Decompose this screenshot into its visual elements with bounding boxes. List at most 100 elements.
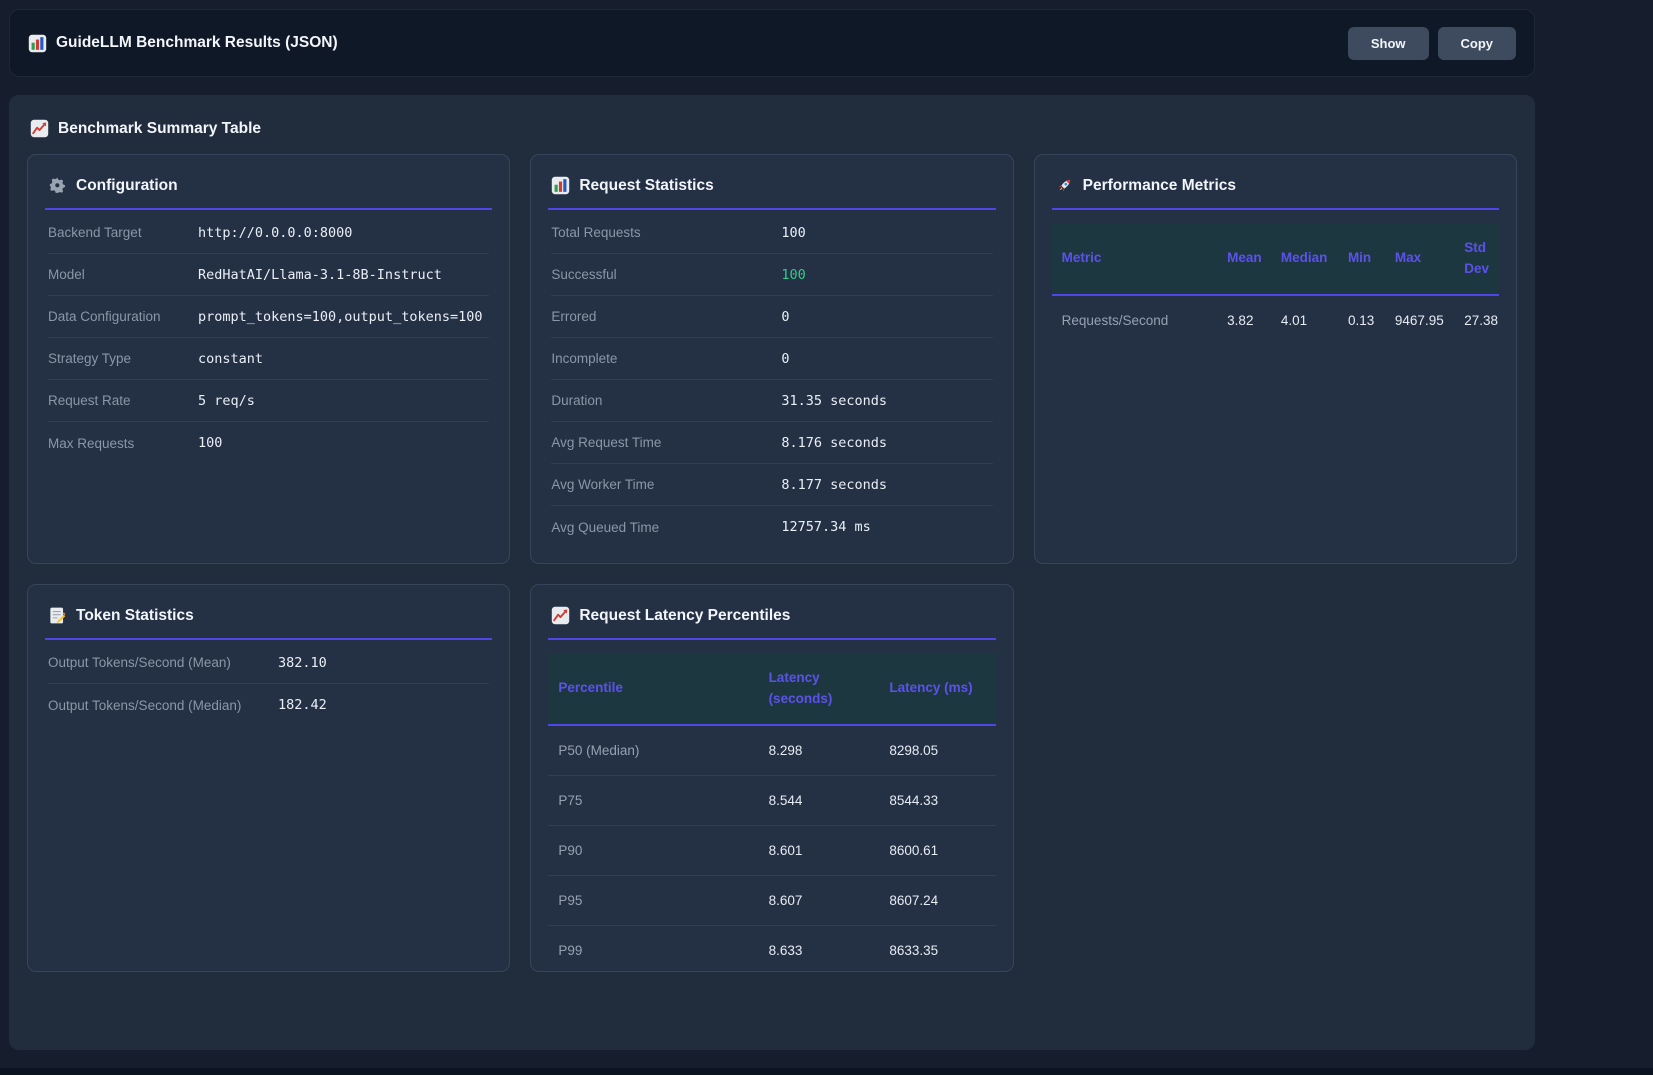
kv-label: Successful	[551, 267, 617, 282]
kv-row-avg-request-time: Avg Request Time 8.176 seconds	[551, 422, 993, 464]
cell-latency-seconds: 8.607	[758, 875, 880, 926]
kv-label: Request Rate	[48, 393, 131, 408]
kv-label: Output Tokens/Second (Mean)	[48, 655, 231, 670]
kv-label: Duration	[551, 393, 603, 408]
cell-percentile: P75	[548, 775, 759, 826]
bottom-edge-strip	[0, 1068, 1653, 1075]
kv-value: 31.35 seconds	[781, 392, 887, 409]
request-statistics-title-label: Request Statistics	[579, 176, 714, 194]
page-title: GuideLLM Benchmark Results (JSON)	[56, 34, 338, 51]
chart-increasing-icon	[551, 606, 571, 625]
kv-label: Output Tokens/Second (Median)	[48, 697, 242, 713]
latency-percentiles-card: Request Latency Percentiles Percentile L…	[530, 584, 1014, 972]
kv-row-total-requests: Total Requests 100	[551, 212, 993, 254]
cell-latency-seconds: 8.298	[758, 724, 880, 776]
col-header-metric: Metric	[1061, 250, 1102, 266]
col-header-std-dev: Std Dev	[1464, 240, 1489, 276]
performance-metrics-table: Metric Mean Median Min Max Std Dev Reque…	[1051, 224, 1499, 345]
token-statistics-card: Token Statistics Output Tokens/Second (M…	[27, 584, 511, 972]
latency-percentiles-card-title: Request Latency Percentiles	[531, 585, 1012, 625]
kv-row-request-rate: Request Rate 5 req/s	[48, 380, 490, 422]
memo-icon	[49, 607, 66, 624]
token-statistics-rows: Output Tokens/Second (Mean) 382.10 Outpu…	[28, 640, 509, 726]
kv-label: Errored	[551, 309, 597, 324]
kv-value: RedHatAI/Llama-3.1-8B-Instruct	[198, 266, 442, 283]
request-statistics-card-title: Request Statistics	[531, 155, 1012, 195]
copy-button[interactable]: Copy	[1437, 26, 1516, 60]
rocket-icon	[1056, 177, 1073, 194]
kv-value: 8.176 seconds	[781, 434, 887, 451]
header-bar: GuideLLM Benchmark Results (JSON) Show C…	[9, 9, 1535, 77]
kv-value: constant	[198, 350, 264, 367]
table-row: P75 8.544 8544.33	[548, 775, 996, 826]
col-header-mean: Mean	[1227, 250, 1262, 266]
col-header-latency-ms: Latency (ms)	[889, 680, 973, 696]
accent-divider	[548, 208, 996, 210]
cards-grid: Configuration Backend Target http://0.0.…	[9, 154, 1535, 972]
cell-latency-ms: 8607.24	[879, 875, 996, 926]
accent-divider	[45, 638, 493, 640]
accent-divider	[548, 638, 996, 640]
kv-value: 8.177 seconds	[781, 476, 887, 493]
app-title-group: GuideLLM Benchmark Results (JSON)	[28, 34, 338, 53]
cell-mean: 3.82	[1227, 312, 1254, 328]
kv-label: Model	[48, 267, 85, 282]
kv-value: 382.10	[278, 654, 327, 671]
cell-median: 4.01	[1280, 312, 1308, 328]
kv-value: http://0.0.0.0:8000	[198, 224, 353, 241]
kv-value: 0	[781, 308, 790, 325]
header-actions: Show Copy	[1347, 26, 1516, 60]
col-header-latency-seconds: Latency (seconds)	[768, 670, 833, 706]
kv-label: Incomplete	[551, 351, 618, 366]
kv-row-strategy-type: Strategy Type constant	[48, 338, 490, 380]
col-header-min: Min	[1347, 250, 1372, 266]
kv-row-max-requests: Max Requests 100	[48, 422, 489, 464]
show-button[interactable]: Show	[1347, 26, 1429, 60]
performance-metrics-title-label: Performance Metrics	[1082, 176, 1236, 194]
cell-latency-ms: 8600.61	[879, 825, 996, 876]
table-header-row: Percentile Latency (seconds) Latency (ms…	[548, 654, 996, 725]
configuration-rows: Backend Target http://0.0.0.0:8000 Model…	[28, 210, 509, 464]
kv-value: 100	[198, 435, 223, 451]
chart-increasing-icon	[30, 119, 49, 138]
kv-value: 100	[781, 224, 806, 241]
section-title-label: Benchmark Summary Table	[58, 119, 262, 137]
kv-row-successful: Successful 100	[551, 254, 993, 296]
table-header-row: Metric Mean Median Min Max Std Dev	[1051, 224, 1499, 295]
request-statistics-rows: Total Requests 100 Successful 100 Errore…	[531, 210, 1012, 548]
latency-percentiles-table: Percentile Latency (seconds) Latency (ms…	[548, 654, 996, 971]
request-statistics-card: Request Statistics Total Requests 100 Su…	[530, 154, 1014, 564]
kv-value-success: 100	[781, 266, 806, 283]
kv-row-incomplete: Incomplete 0	[551, 338, 993, 380]
kv-label: Backend Target	[48, 225, 142, 240]
kv-value: 5 req/s	[198, 392, 255, 409]
kv-label: Avg Request Time	[551, 435, 662, 450]
cell-percentile: P99	[548, 925, 759, 971]
latency-percentiles-title-label: Request Latency Percentiles	[579, 606, 791, 624]
kv-label: Total Requests	[551, 225, 641, 240]
kv-value: 12757.34 ms	[781, 519, 871, 535]
gear-icon	[49, 177, 65, 193]
kv-value: 182.42	[278, 697, 327, 713]
kv-value: 0	[781, 350, 790, 367]
cell-latency-ms: 8298.05	[879, 724, 996, 776]
table-row: P99 8.633 8633.35	[548, 925, 996, 971]
cell-max: 9467.95	[1394, 312, 1444, 328]
table-row: P95 8.607 8607.24	[548, 875, 996, 926]
accent-divider	[1051, 208, 1499, 210]
performance-metrics-card-title: Performance Metrics	[1035, 155, 1516, 195]
cell-percentile: P90	[548, 825, 759, 876]
kv-label: Max Requests	[48, 435, 135, 451]
kv-label: Strategy Type	[48, 351, 132, 366]
empty-grid-cell	[1034, 584, 1517, 972]
cell-metric: Requests/Second	[1061, 312, 1169, 328]
col-header-max: Max	[1394, 250, 1422, 266]
cell-latency-seconds: 8.633	[758, 925, 880, 971]
kv-row-avg-worker-time: Avg Worker Time 8.177 seconds	[551, 464, 993, 506]
bar-chart-icon	[28, 34, 47, 52]
cell-percentile: P95	[548, 875, 759, 926]
kv-row-errored: Errored 0	[551, 296, 993, 338]
table-row: Requests/Second 3.82 4.01 0.13 9467.95 2…	[1052, 295, 1499, 345]
section-title: Benchmark Summary Table	[9, 95, 1535, 154]
